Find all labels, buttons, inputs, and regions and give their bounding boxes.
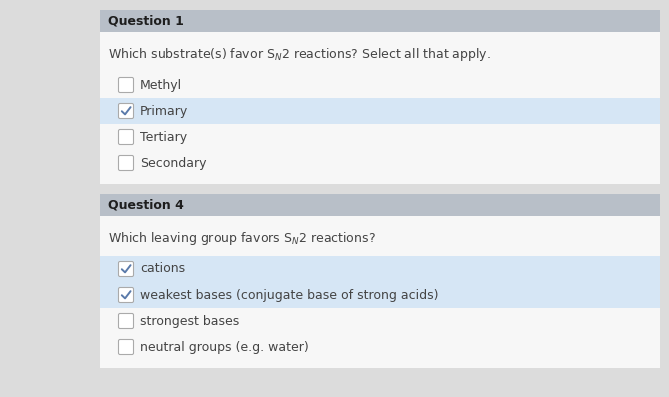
FancyBboxPatch shape <box>118 287 134 303</box>
FancyBboxPatch shape <box>118 77 134 93</box>
Text: Question 4: Question 4 <box>108 198 184 212</box>
Text: Question 1: Question 1 <box>108 15 184 27</box>
FancyBboxPatch shape <box>100 124 660 150</box>
Text: Tertiary: Tertiary <box>140 131 187 143</box>
FancyBboxPatch shape <box>118 129 134 145</box>
Text: neutral groups (e.g. water): neutral groups (e.g. water) <box>140 341 309 353</box>
Text: Which leaving group favors S$_N$2 reactions?: Which leaving group favors S$_N$2 reacti… <box>108 230 376 247</box>
FancyBboxPatch shape <box>118 104 134 118</box>
Text: weakest bases (conjugate base of strong acids): weakest bases (conjugate base of strong … <box>140 289 438 301</box>
FancyBboxPatch shape <box>118 156 134 170</box>
Text: Methyl: Methyl <box>140 79 182 91</box>
FancyBboxPatch shape <box>100 334 660 360</box>
Text: Which substrate(s) favor S$_N$2 reactions? Select all that apply.: Which substrate(s) favor S$_N$2 reaction… <box>108 46 491 63</box>
FancyBboxPatch shape <box>100 150 660 176</box>
FancyBboxPatch shape <box>118 339 134 355</box>
FancyBboxPatch shape <box>118 262 134 276</box>
FancyBboxPatch shape <box>100 282 660 308</box>
Text: cations: cations <box>140 262 185 276</box>
FancyBboxPatch shape <box>100 194 660 216</box>
FancyBboxPatch shape <box>100 98 660 124</box>
FancyBboxPatch shape <box>118 314 134 328</box>
FancyBboxPatch shape <box>100 308 660 334</box>
FancyBboxPatch shape <box>100 72 660 98</box>
FancyBboxPatch shape <box>100 216 660 368</box>
Text: strongest bases: strongest bases <box>140 314 240 328</box>
FancyBboxPatch shape <box>100 32 660 184</box>
FancyBboxPatch shape <box>100 10 660 32</box>
FancyBboxPatch shape <box>100 256 660 282</box>
Text: Primary: Primary <box>140 104 188 118</box>
Text: Secondary: Secondary <box>140 156 207 170</box>
